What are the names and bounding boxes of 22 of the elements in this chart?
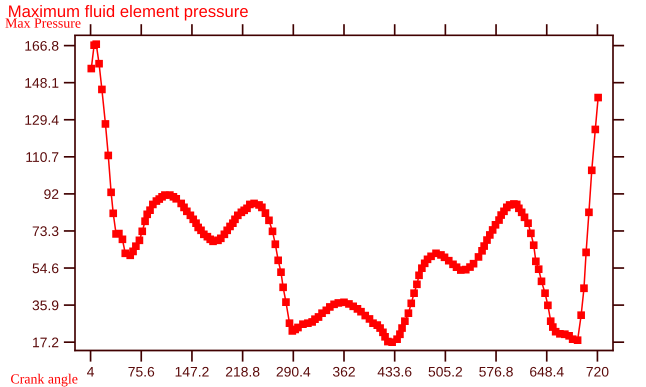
x-axis-title: Crank angle [11, 374, 78, 386]
x-tick-label: 147.2 [176, 366, 209, 377]
x-tick-label: 648.4 [530, 366, 564, 377]
y-axis-title: Max Pressure [5, 18, 81, 28]
y-tick-label: 54.6 [32, 263, 58, 274]
x-tick-label: 505.2 [428, 366, 462, 377]
y-tick-label: 92 [44, 189, 58, 200]
y-tick-label: 129.4 [25, 115, 59, 125]
x-tick-label: 218.8 [226, 366, 260, 377]
x-tick-label: 720 [586, 366, 608, 377]
y-tick-label: 110.7 [26, 152, 58, 162]
y-tick-label: 17.2 [33, 338, 58, 348]
x-tick-label: 4 [87, 366, 94, 377]
x-tick-label: 75.6 [128, 366, 154, 377]
y-tick-label: 35.9 [32, 300, 58, 310]
y-tick-label: 148.1 [25, 78, 58, 88]
x-tick-label: 576.8 [479, 366, 513, 377]
x-tick-label: 362 [332, 366, 355, 377]
x-tick-label: 290.4 [276, 366, 310, 377]
y-tick-label: 73.3 [32, 226, 58, 236]
x-tick-label: 433.6 [378, 366, 412, 377]
y-tick-label: 166.8 [25, 40, 58, 51]
